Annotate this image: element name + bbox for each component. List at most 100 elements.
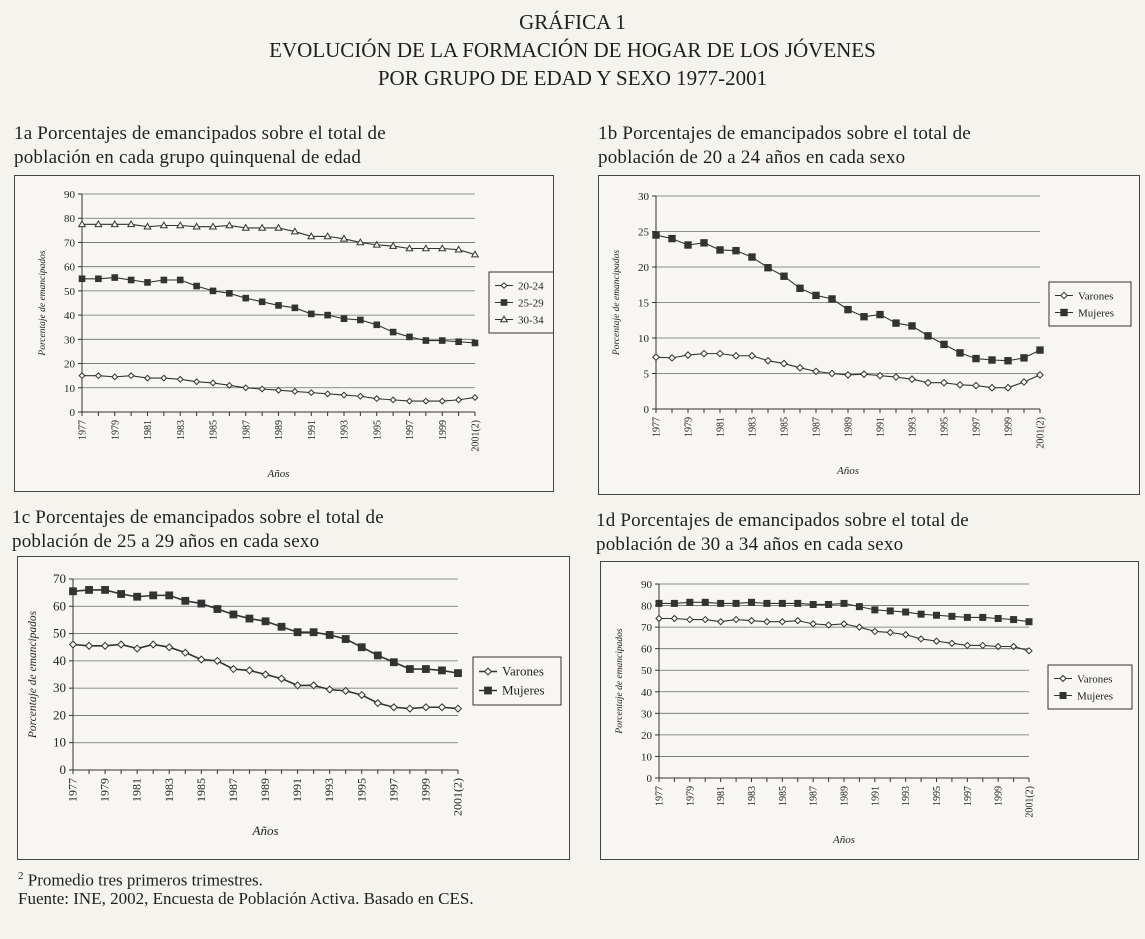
data-point — [948, 612, 956, 620]
legend-label: Mujeres — [502, 683, 545, 698]
data-point — [309, 628, 318, 637]
data-point — [470, 250, 480, 258]
data-point — [340, 391, 348, 399]
data-point — [277, 622, 286, 631]
data-point — [794, 599, 802, 607]
data-point — [840, 599, 848, 607]
data-point — [293, 681, 302, 690]
data-point — [176, 276, 184, 284]
data-point — [684, 351, 692, 359]
x-tick-label: 2001(2) — [1025, 786, 1036, 818]
data-point — [924, 332, 932, 340]
x-tick-label: 1997 — [386, 778, 400, 802]
data-point — [229, 610, 238, 619]
y-tick-label: 20 — [64, 359, 76, 371]
data-point — [245, 614, 254, 623]
data-point — [373, 651, 382, 660]
data-point — [197, 599, 206, 608]
data-point — [160, 276, 168, 284]
data-point — [277, 674, 286, 683]
data-point — [824, 621, 833, 629]
data-point — [979, 613, 987, 621]
data-point — [389, 658, 398, 667]
data-point — [85, 586, 93, 594]
chart-1a: 0 10 20 30 40 50 60 70 80 90 1977 1979 1981 1983 1985 1… — [38, 189, 553, 480]
legend-label: Mujeres — [1077, 691, 1113, 703]
data-point — [700, 239, 708, 247]
x-tick-label: 1991 — [870, 786, 881, 806]
data-point — [406, 333, 413, 341]
series-Mujeres — [69, 586, 462, 678]
y-tick-label: 20 — [641, 730, 653, 742]
data-point — [701, 615, 709, 624]
data-point — [209, 287, 217, 295]
x-tick-label: 2001(2) — [1036, 417, 1047, 449]
data-point — [307, 389, 315, 397]
data-point — [908, 375, 916, 384]
legend-marker — [1060, 291, 1068, 300]
data-point — [127, 372, 135, 380]
data-point — [101, 586, 109, 594]
y-tick-label: 20 — [638, 262, 650, 274]
legend-label: Varones — [502, 664, 544, 679]
x-tick-label: 1983 — [747, 786, 758, 806]
x-tick-label: 1993 — [322, 778, 336, 802]
data-point — [932, 637, 941, 645]
data-point — [716, 618, 725, 626]
caption-1b-line-1: 1b Porcentajes de emancipados sobre el t… — [598, 123, 971, 144]
data-point — [1025, 618, 1033, 626]
x-tick-label: 1999 — [1004, 417, 1015, 437]
data-point — [213, 605, 222, 613]
x-axis-title: Años — [252, 823, 279, 838]
data-point — [809, 600, 817, 608]
y-tick-label: 0 — [647, 773, 653, 785]
data-point — [1036, 346, 1044, 354]
data-point — [117, 640, 126, 649]
x-tick-label: 1991 — [290, 778, 304, 802]
y-tick-label: 70 — [64, 237, 76, 249]
data-point — [840, 620, 848, 628]
data-point — [828, 369, 836, 378]
data-point — [1004, 383, 1012, 392]
data-point — [357, 690, 366, 700]
x-tick-label: 1985 — [194, 778, 208, 802]
data-point — [437, 703, 447, 712]
data-point — [389, 396, 397, 404]
data-point — [165, 591, 174, 600]
data-point — [291, 387, 299, 395]
data-point — [307, 232, 316, 240]
data-point — [209, 379, 217, 387]
x-axis-title: Años — [836, 465, 859, 477]
data-point — [422, 665, 430, 673]
data-point — [471, 339, 479, 347]
x-tick-label: 1977 — [78, 420, 89, 440]
data-point — [732, 246, 740, 255]
data-point — [732, 615, 740, 624]
x-tick-label: 1979 — [684, 417, 695, 437]
footnote: 2 Promedio tres primeros trimestres. — [18, 866, 263, 891]
data-point — [94, 219, 103, 228]
data-point — [1009, 642, 1018, 651]
data-point — [421, 703, 431, 712]
title-line-1: GRÁFICA 1 — [519, 10, 626, 34]
source-note: Fuente: INE, 2002, Encuesta de Población… — [18, 889, 474, 908]
data-point — [940, 340, 948, 349]
data-point — [908, 322, 916, 330]
data-point — [340, 315, 348, 323]
x-tick-label: 1977 — [66, 778, 80, 802]
x-tick-label: 1985 — [209, 420, 220, 440]
data-point — [405, 244, 414, 252]
y-tick-label: 80 — [64, 213, 76, 225]
data-point — [812, 291, 820, 300]
page-title: GRÁFICA 1 EVOLUCIÓN DE LA FORMACIÓN DE H… — [0, 8, 1145, 92]
data-point — [732, 599, 740, 607]
data-point — [455, 338, 462, 346]
x-tick-label: 1997 — [972, 417, 983, 437]
data-point — [229, 664, 238, 674]
x-tick-label: 2001(2) — [451, 778, 465, 816]
legend-marker — [1059, 692, 1067, 699]
y-tick-label: 40 — [641, 687, 653, 699]
y-tick-label: 50 — [53, 626, 66, 641]
data-point — [242, 294, 250, 302]
data-point — [1010, 616, 1018, 624]
